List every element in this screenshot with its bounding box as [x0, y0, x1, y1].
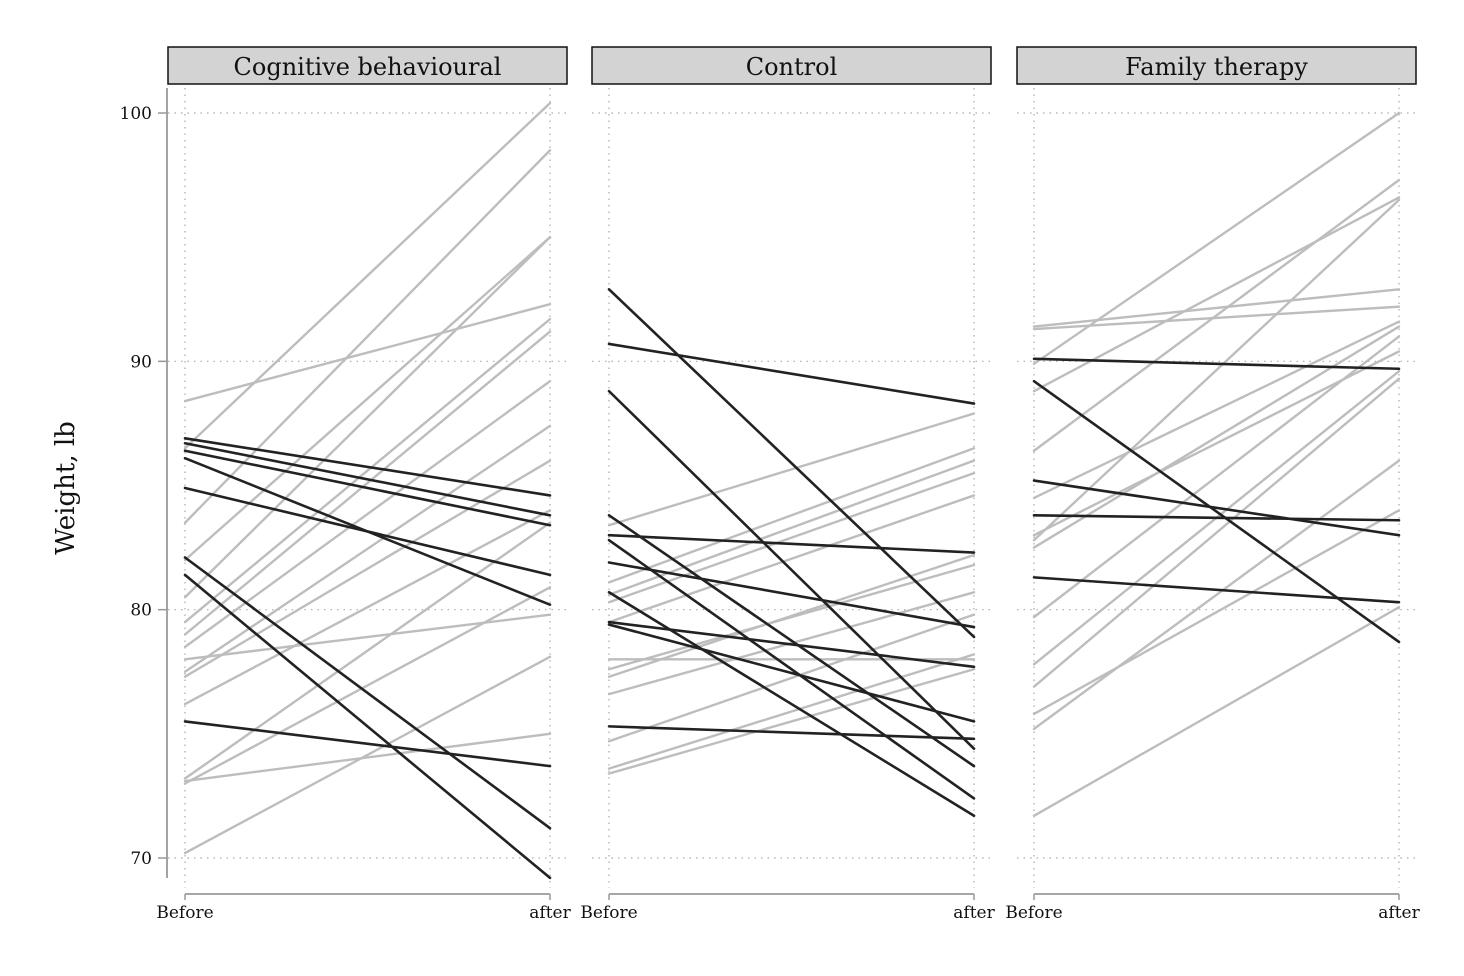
line-increase: [183, 330, 552, 636]
line-increase: [183, 732, 552, 783]
x-tick-label: after: [529, 903, 571, 923]
line-decrease: [183, 720, 552, 768]
x-tick-label: Before: [1005, 903, 1062, 923]
panel-title-0: Cognitive behavioural: [234, 53, 502, 81]
x-tick-label: Before: [156, 903, 213, 923]
line-decrease: [183, 437, 552, 497]
line-increase: [1032, 509, 1401, 716]
panel-strips: Cognitive behavioural Control Family thera…: [167, 46, 1417, 85]
line-increase: [183, 613, 552, 661]
y-tick-label: 80: [130, 601, 152, 621]
line-increase: [183, 317, 552, 624]
panel-strip-0: [167, 46, 568, 85]
line-increase: [1032, 178, 1401, 452]
line-decrease: [1032, 379, 1401, 644]
line-increase: [607, 412, 976, 527]
line-increase: [607, 494, 976, 624]
line-increase: [183, 101, 552, 450]
line-increase: [1032, 459, 1401, 731]
line-decrease: [607, 725, 976, 741]
line-increase: [1032, 196, 1401, 393]
y-tick-label: 70: [130, 849, 152, 869]
line-decrease: [1032, 357, 1401, 371]
line-decrease: [1032, 576, 1401, 604]
panel-strip-2: [1016, 46, 1417, 85]
line-decrease: [607, 533, 976, 554]
line-increase: [607, 653, 976, 770]
line-increase: [607, 471, 976, 604]
line-increase: [607, 563, 976, 671]
line-decrease: [1032, 479, 1401, 537]
line-increase: [183, 655, 552, 855]
line-increase: [183, 235, 552, 599]
gridlines: [168, 88, 1416, 888]
line-decrease: [607, 590, 976, 818]
line-increase: [607, 613, 976, 743]
line-increase: [1032, 305, 1401, 331]
line-increase: [183, 424, 552, 673]
x-tick-label: Before: [580, 903, 637, 923]
y-tick-label: 90: [130, 352, 152, 372]
line-decrease: [183, 556, 552, 830]
line-decrease: [183, 486, 552, 577]
line-increase: [1032, 325, 1401, 549]
x-tick-label: after: [1378, 903, 1420, 923]
panel-strip-1: [591, 46, 992, 85]
line-increase: [607, 668, 976, 775]
line-decrease: [607, 561, 976, 629]
line-increase: [183, 521, 552, 780]
line-increase: [183, 235, 552, 562]
x-tick-label: after: [953, 903, 995, 923]
line-increase: [1032, 335, 1401, 619]
line-increase: [183, 509, 552, 706]
line-increase: [183, 149, 552, 524]
line-increase: [1032, 377, 1401, 688]
line-decrease: [607, 623, 976, 723]
line-decrease: [1032, 513, 1401, 522]
line-decrease: [607, 342, 976, 405]
line-decrease: [607, 288, 976, 639]
line-decrease: [607, 538, 976, 800]
line-increase: [183, 586, 552, 785]
line-decrease: [183, 449, 552, 527]
line-increase: [1032, 288, 1401, 328]
line-increase: [1032, 111, 1401, 366]
line-increase: [183, 303, 552, 403]
line-increase: [607, 459, 976, 596]
panel-title-1: Control: [746, 53, 838, 81]
y-tick-label: 100: [120, 104, 152, 124]
line-increase: [1032, 320, 1401, 500]
panel-title-2: Family therapy: [1125, 53, 1308, 81]
axes: Before after Before after Before after 70 80 90 1…: [120, 88, 1421, 923]
line-decrease: [607, 620, 976, 669]
line-decrease: [607, 513, 976, 768]
y-axis-label: Weight, lb: [51, 421, 81, 555]
series-lines: [183, 101, 1401, 880]
line-decrease: [183, 573, 552, 880]
line-decrease: [183, 441, 552, 517]
line-increase: [1032, 198, 1401, 542]
line-decrease: [607, 389, 976, 751]
line-increase: [1032, 605, 1401, 817]
line-increase: [607, 447, 976, 584]
line-increase: [183, 459, 552, 678]
